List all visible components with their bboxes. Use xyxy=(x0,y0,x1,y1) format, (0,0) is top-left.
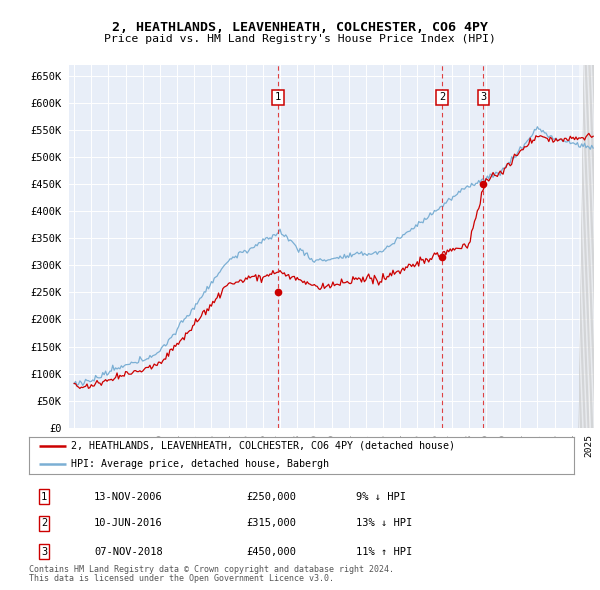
Text: Price paid vs. HM Land Registry's House Price Index (HPI): Price paid vs. HM Land Registry's House … xyxy=(104,34,496,44)
Text: 13% ↓ HPI: 13% ↓ HPI xyxy=(356,519,412,528)
Text: 13-NOV-2006: 13-NOV-2006 xyxy=(94,492,163,502)
Text: 10-JUN-2016: 10-JUN-2016 xyxy=(94,519,163,528)
Text: £250,000: £250,000 xyxy=(247,492,297,502)
Text: 3: 3 xyxy=(41,547,47,556)
Text: 9% ↓ HPI: 9% ↓ HPI xyxy=(356,492,406,502)
Text: 1: 1 xyxy=(275,93,281,103)
Text: 2: 2 xyxy=(439,93,445,103)
Text: HPI: Average price, detached house, Babergh: HPI: Average price, detached house, Babe… xyxy=(71,460,329,470)
Text: 07-NOV-2018: 07-NOV-2018 xyxy=(94,547,163,556)
Text: 2, HEATHLANDS, LEAVENHEATH, COLCHESTER, CO6 4PY: 2, HEATHLANDS, LEAVENHEATH, COLCHESTER, … xyxy=(112,21,488,34)
Text: This data is licensed under the Open Government Licence v3.0.: This data is licensed under the Open Gov… xyxy=(29,573,334,582)
Text: 3: 3 xyxy=(480,93,487,103)
Text: Contains HM Land Registry data © Crown copyright and database right 2024.: Contains HM Land Registry data © Crown c… xyxy=(29,565,394,574)
Text: 1: 1 xyxy=(41,492,47,502)
Text: 2: 2 xyxy=(41,519,47,528)
Text: 2, HEATHLANDS, LEAVENHEATH, COLCHESTER, CO6 4PY (detached house): 2, HEATHLANDS, LEAVENHEATH, COLCHESTER, … xyxy=(71,441,455,451)
Text: 11% ↑ HPI: 11% ↑ HPI xyxy=(356,547,412,556)
Text: £315,000: £315,000 xyxy=(247,519,297,528)
Text: £450,000: £450,000 xyxy=(247,547,297,556)
